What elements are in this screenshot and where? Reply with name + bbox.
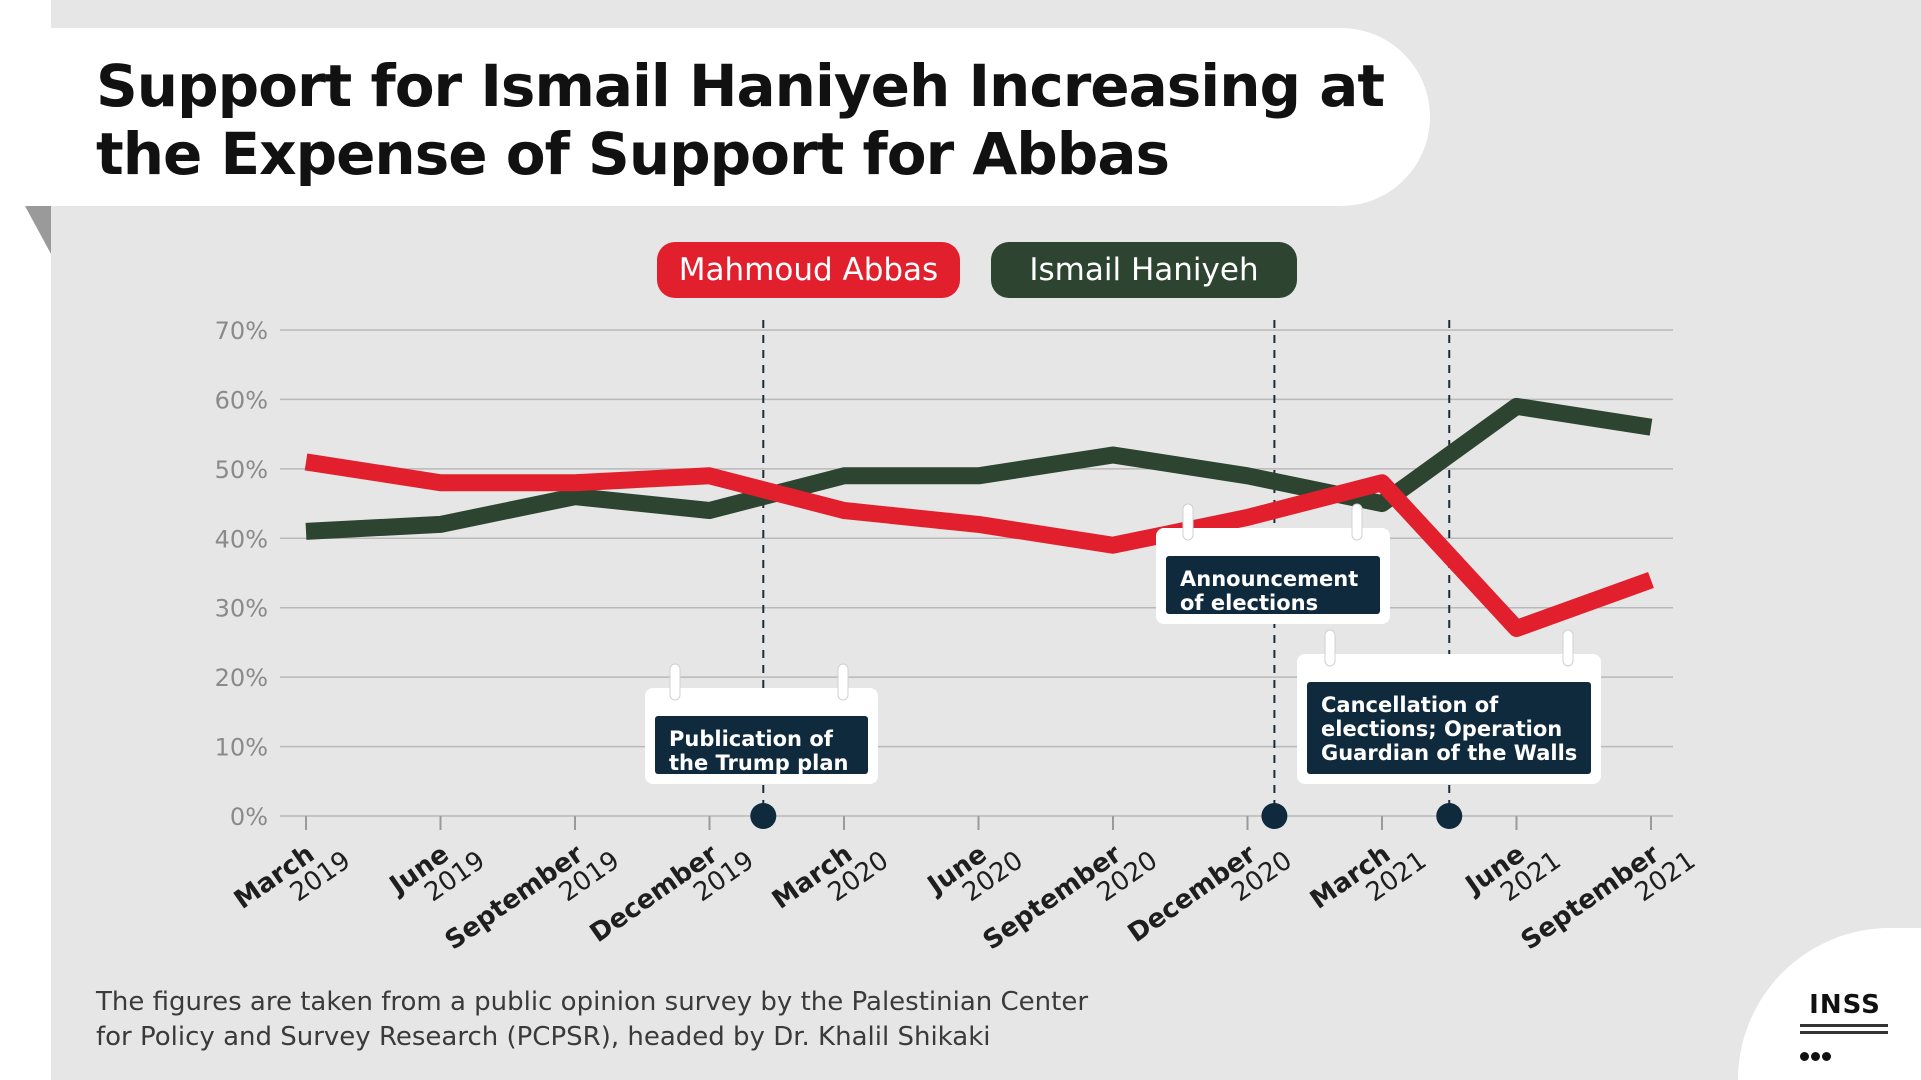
y-tick-label: 70% [215,317,268,345]
callout-ring [669,663,681,701]
x-tick-label: March2021 [1305,824,1432,937]
title-banner-fold [25,206,51,254]
callout-ring [1351,503,1363,541]
callout-ring [1562,629,1574,667]
callout-text: of elections [1180,591,1318,615]
callout-ring [1182,503,1194,541]
callout-text: Guardian of the Walls [1321,741,1577,765]
logo-dots [1800,1046,1833,1065]
callout-text: the Trump plan [669,751,848,775]
callout-ring [837,663,849,701]
x-tick-label: March2020 [767,824,894,937]
callout-label-bg [1166,556,1380,614]
event-marker [1261,803,1288,829]
y-tick-label: 30% [215,595,268,623]
legend-abbas: Mahmoud Abbas [657,242,960,298]
page-title: Support for Ismail Haniyeh Increasing at… [96,52,1385,188]
logo-lines [1800,1024,1888,1038]
series-line [304,453,1654,638]
y-tick-label: 0% [230,803,268,831]
source-footnote: The figures are taken from a public opin… [96,985,1096,1055]
footnote-line-1: The figures are taken from a public opin… [96,987,1089,1017]
event-marker [1436,803,1463,829]
callout-text: Publication of [669,727,834,751]
footnote-line-2: for Policy and Survey Research (PCPSR), … [96,1022,991,1052]
x-tick-label: September2021 [1516,824,1701,977]
y-tick-label: 10% [215,734,268,762]
y-tick-label: 40% [215,525,268,553]
callout-text: Announcement [1180,567,1358,591]
x-tick-label: December2019 [585,824,760,970]
x-tick-label: September2019 [440,824,625,977]
callout-label-bg [1307,682,1591,774]
y-tick-label: 60% [215,386,268,414]
x-tick-label: December2020 [1123,824,1298,970]
inss-logo: INSS [1809,990,1881,1020]
callout-text: Cancellation of [1321,693,1499,717]
legend-haniyeh: Ismail Haniyeh [991,242,1297,298]
series-line [305,397,1653,540]
event-marker [750,803,777,829]
x-tick-label: March2019 [229,824,356,937]
callout-ring [1324,629,1336,667]
y-tick-label: 20% [215,664,268,692]
y-tick-label: 50% [215,456,268,484]
title-banner [25,28,1430,206]
callout-label-bg [655,716,868,774]
x-tick-label: September2020 [978,824,1163,977]
callout-text: elections; Operation [1321,717,1562,741]
